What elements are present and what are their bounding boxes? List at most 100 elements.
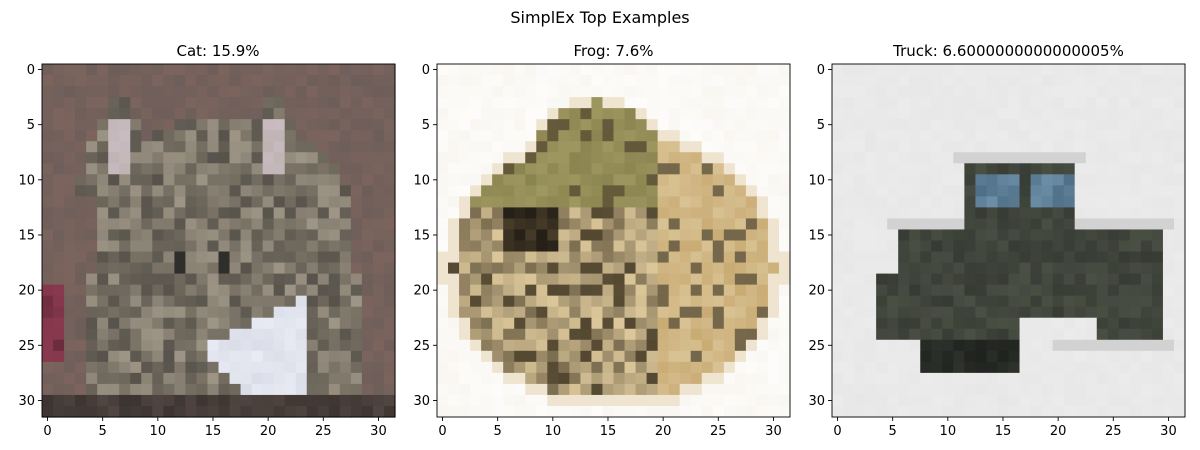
- image-pixel: [975, 97, 988, 109]
- image-pixel: [723, 119, 736, 131]
- image-pixel: [174, 328, 187, 341]
- image-pixel: [887, 361, 899, 374]
- image-pixel: [1019, 141, 1032, 153]
- image-pixel: [580, 328, 593, 341]
- image-pixel: [580, 108, 593, 120]
- image-pixel: [470, 152, 482, 164]
- image-pixel: [251, 207, 264, 220]
- image-pixel: [1151, 372, 1164, 385]
- image-pixel: [372, 361, 385, 374]
- image-pixel: [690, 361, 703, 374]
- image-pixel: [712, 383, 725, 396]
- image-pixel: [240, 262, 253, 275]
- image-pixel: [964, 130, 977, 142]
- image-pixel: [514, 405, 526, 418]
- image-pixel: [997, 207, 1010, 220]
- image-pixel: [569, 317, 582, 330]
- image-pixel: [865, 75, 877, 87]
- image-pixel: [613, 273, 626, 286]
- image-pixel: [152, 383, 164, 396]
- image-pixel: [547, 361, 559, 374]
- image-pixel: [854, 405, 866, 418]
- image-pixel: [536, 273, 548, 286]
- image-pixel: [492, 119, 504, 131]
- image-pixel: [953, 262, 965, 275]
- image-pixel: [481, 152, 493, 164]
- image-pixel: [909, 383, 921, 396]
- image-pixel: [42, 339, 54, 352]
- image-pixel: [1030, 251, 1043, 264]
- image-pixel: [295, 86, 308, 98]
- image-pixel: [86, 97, 98, 109]
- image-pixel: [854, 185, 866, 197]
- image-pixel: [503, 163, 515, 175]
- image-pixel: [459, 152, 471, 164]
- image-pixel: [174, 361, 187, 374]
- image-pixel: [481, 350, 493, 363]
- image-pixel: [723, 262, 736, 275]
- image-pixel: [97, 108, 109, 120]
- image-pixel: [1096, 152, 1109, 164]
- image-pixel: [525, 229, 537, 242]
- image-pixel: [284, 350, 297, 363]
- image-pixel: [53, 86, 65, 98]
- image-pixel: [86, 383, 98, 396]
- image-pixel: [997, 119, 1010, 131]
- image-pixel: [251, 97, 264, 109]
- image-pixel: [141, 317, 153, 330]
- image-pixel: [1096, 75, 1109, 87]
- image-pixel: [251, 108, 264, 120]
- image-pixel: [251, 130, 264, 142]
- image-pixel: [975, 394, 988, 407]
- image-pixel: [339, 383, 352, 396]
- image-pixel: [1107, 339, 1120, 352]
- image-pixel: [273, 317, 286, 330]
- image-pixel: [745, 218, 758, 231]
- image-pixel: [953, 394, 965, 407]
- image-pixel: [602, 119, 615, 131]
- image-pixel: [876, 262, 888, 275]
- image-pixel: [295, 394, 308, 407]
- image-pixel: [635, 240, 648, 253]
- image-pixel: [196, 328, 209, 341]
- image-pixel: [712, 295, 725, 308]
- image-pixel: [229, 361, 242, 374]
- image-pixel: [690, 251, 703, 264]
- image-pixel: [339, 240, 352, 253]
- y-tick-label: 30: [413, 394, 430, 409]
- image-pixel: [1140, 317, 1153, 330]
- image-pixel: [196, 240, 209, 253]
- image-pixel: [986, 251, 999, 264]
- image-pixel: [734, 273, 747, 286]
- image-pixel: [503, 97, 515, 109]
- image-pixel: [1118, 394, 1131, 407]
- image-pixel: [931, 317, 943, 330]
- image-pixel: [646, 141, 659, 153]
- image-pixel: [470, 229, 482, 242]
- image-pixel: [306, 108, 319, 120]
- image-pixel: [569, 75, 582, 87]
- image-pixel: [229, 306, 242, 319]
- image-pixel: [459, 405, 471, 418]
- image-pixel: [942, 273, 954, 286]
- image-pixel: [383, 383, 396, 396]
- image-pixel: [273, 262, 286, 275]
- image-pixel: [569, 372, 582, 385]
- image-pixel: [1096, 97, 1109, 109]
- image-pixel: [481, 64, 493, 76]
- image-pixel: [481, 361, 493, 374]
- image-pixel: [767, 218, 780, 231]
- image-pixel: [383, 229, 396, 242]
- image-pixel: [613, 86, 626, 98]
- image-pixel: [207, 306, 220, 319]
- image-pixel: [64, 394, 76, 407]
- image-pixel: [306, 152, 319, 164]
- image-pixel: [207, 152, 220, 164]
- image-pixel: [481, 394, 493, 407]
- image-pixel: [558, 229, 570, 242]
- image-pixel: [262, 273, 275, 286]
- image-pixel: [229, 251, 242, 264]
- image-pixel: [975, 361, 988, 374]
- y-tick-label: 10: [18, 173, 35, 188]
- image-pixel: [734, 306, 747, 319]
